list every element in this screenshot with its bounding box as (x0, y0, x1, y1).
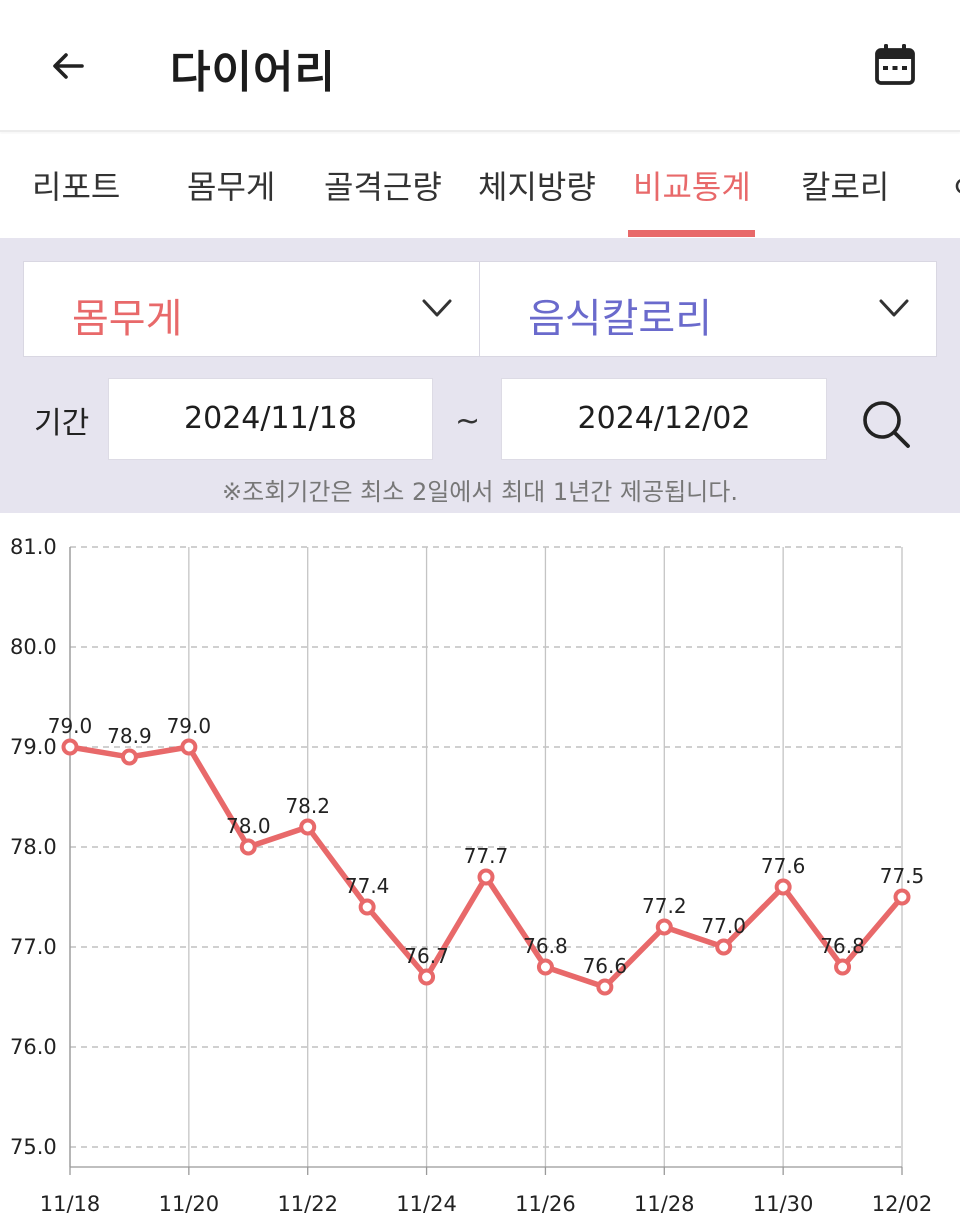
period-label: 기간 (34, 406, 90, 441)
data-point (120, 748, 138, 766)
data-label: 77.5 (880, 864, 925, 888)
end-date-field[interactable]: 2024/12/02 (501, 378, 827, 460)
tab-report[interactable]: 리포트 (32, 168, 121, 206)
data-point (596, 978, 614, 996)
data-point (61, 738, 79, 756)
data-point (299, 818, 317, 836)
x-tick-label: 11/28 (634, 1192, 695, 1216)
data-label: 79.0 (167, 714, 212, 738)
data-point (418, 968, 436, 986)
tab-weight[interactable]: 몸무게 (187, 168, 276, 206)
x-tick-label: 11/26 (515, 1192, 576, 1216)
right-metric-select[interactable]: 음식칼로리 (479, 261, 937, 357)
data-label: 77.6 (761, 854, 806, 878)
date-separator: ~ (455, 404, 481, 439)
tab-compare-stats[interactable]: 비교통계 (633, 168, 751, 206)
left-metric-select[interactable]: 몸무게 (23, 261, 480, 357)
period-note: ※조회기간은 최소 2일에서 최대 1년간 제공됩니다. (222, 478, 738, 506)
data-label: 77.2 (642, 894, 687, 918)
x-tick-label: 11/22 (277, 1192, 338, 1216)
tab-bar: 리포트 몸무게 골격근량 체지방량 비교통계 칼로리 ㅇ (0, 134, 960, 238)
data-label: 77.7 (464, 844, 509, 868)
y-tick-label: 76.0 (10, 1035, 57, 1059)
data-label: 77.0 (701, 914, 746, 938)
data-label: 76.8 (820, 934, 865, 958)
data-label: 76.7 (404, 944, 449, 968)
arrow-left-icon[interactable] (46, 44, 90, 88)
comparison-chart: 75.0 76.0 77.0 78.0 79.0 80.0 81.0 11/18 11/20 11… (0, 513, 960, 1232)
y-tick-label: 78.0 (10, 835, 57, 859)
y-tick-label: 80.0 (10, 635, 57, 659)
y-tick-label: 77.0 (10, 935, 57, 959)
tab-muscle[interactable]: 골격근량 (324, 168, 442, 206)
y-tick-label: 81.0 (10, 535, 57, 559)
x-tick-label: 11/20 (159, 1192, 220, 1216)
data-point (477, 868, 495, 886)
page-title: 다이어리 (170, 47, 336, 98)
data-point (536, 958, 554, 976)
data-point (774, 878, 792, 896)
data-label: 79.0 (48, 714, 93, 738)
data-label: 76.8 (523, 934, 568, 958)
data-label: 78.0 (226, 814, 271, 838)
data-point (180, 738, 198, 756)
tab-calories[interactable]: 칼로리 (801, 168, 890, 206)
data-point (715, 938, 733, 956)
app-bar: 다이어리 (0, 0, 960, 132)
x-tick-label: 11/24 (396, 1192, 457, 1216)
left-metric-value: 몸무게 (72, 296, 183, 342)
tab-next-partial[interactable]: ㅇ (950, 162, 960, 208)
right-metric-value: 음식칼로리 (528, 296, 712, 342)
data-point (834, 958, 852, 976)
chevron-down-icon (879, 299, 909, 317)
data-label: 78.9 (107, 724, 152, 748)
data-point (655, 918, 673, 936)
chevron-down-icon (422, 299, 452, 317)
tab-body-fat[interactable]: 체지방량 (478, 168, 596, 206)
y-tick-label: 79.0 (10, 735, 57, 759)
line-chart: 75.0 76.0 77.0 78.0 79.0 80.0 81.0 11/18 11/20 11… (10, 535, 933, 1216)
data-label: 76.6 (583, 954, 628, 978)
data-point (358, 898, 376, 916)
filter-panel: 몸무게 음식칼로리 기간 2024/11/18 ~ 2024/12/02 ※조회… (0, 238, 960, 513)
calendar-icon[interactable] (872, 42, 918, 88)
data-point (893, 888, 911, 906)
data-point (239, 838, 257, 856)
data-label: 78.2 (285, 794, 330, 818)
x-tick-label: 11/30 (753, 1192, 814, 1216)
active-tab-indicator (628, 230, 755, 237)
start-date-field[interactable]: 2024/11/18 (108, 378, 433, 460)
search-icon[interactable] (860, 398, 912, 450)
data-label: 77.4 (345, 874, 390, 898)
x-tick-label: 12/02 (872, 1192, 933, 1216)
x-tick-label: 11/18 (40, 1192, 101, 1216)
y-tick-label: 75.0 (10, 1135, 57, 1159)
